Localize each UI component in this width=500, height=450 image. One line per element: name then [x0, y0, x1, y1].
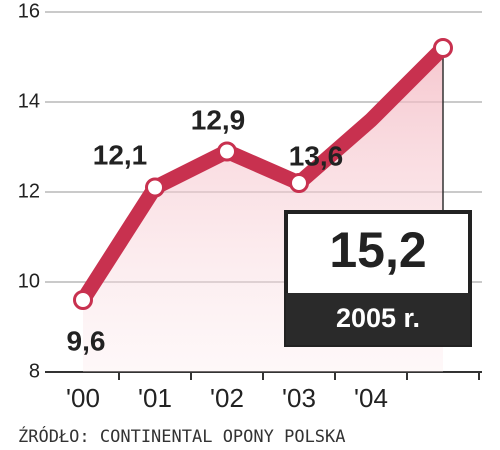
annotation: 2005 r. — [336, 303, 420, 333]
x-tick-label: '02 — [210, 383, 244, 413]
value-label: 13,6 — [289, 140, 344, 171]
y-tick-label: 14 — [18, 90, 40, 112]
source: ŹRÓDŁO: CONTINENTAL OPONY POLSKA — [18, 425, 346, 447]
x-tick-label: '04 — [354, 383, 388, 413]
value-label: 12,1 — [93, 139, 148, 170]
point — [217, 141, 237, 162]
value-label: 15,2 — [329, 222, 426, 278]
annotation-box: 2005 r. 15,2 — [284, 210, 472, 347]
point — [145, 177, 165, 198]
value-label: 9,6 — [67, 325, 106, 356]
y-tick-label: 16 — [18, 0, 40, 22]
x-tick-label: '01 — [138, 383, 172, 413]
y-tick-label: 8 — [29, 360, 40, 382]
grid: 8 10 12 14 16 '00 '01 '02 '03 '04 — [18, 0, 482, 413]
x-tick-label: '03 — [282, 383, 316, 413]
point — [433, 38, 453, 58]
y-tick-label: 12 — [18, 180, 40, 202]
line — [75, 40, 451, 308]
box-band — [286, 293, 470, 345]
x-tick-label: '00 — [66, 383, 100, 413]
y-tick-label: 10 — [18, 270, 40, 292]
point — [289, 173, 309, 193]
point — [73, 290, 93, 310]
value-label: 12,9 — [191, 104, 246, 135]
